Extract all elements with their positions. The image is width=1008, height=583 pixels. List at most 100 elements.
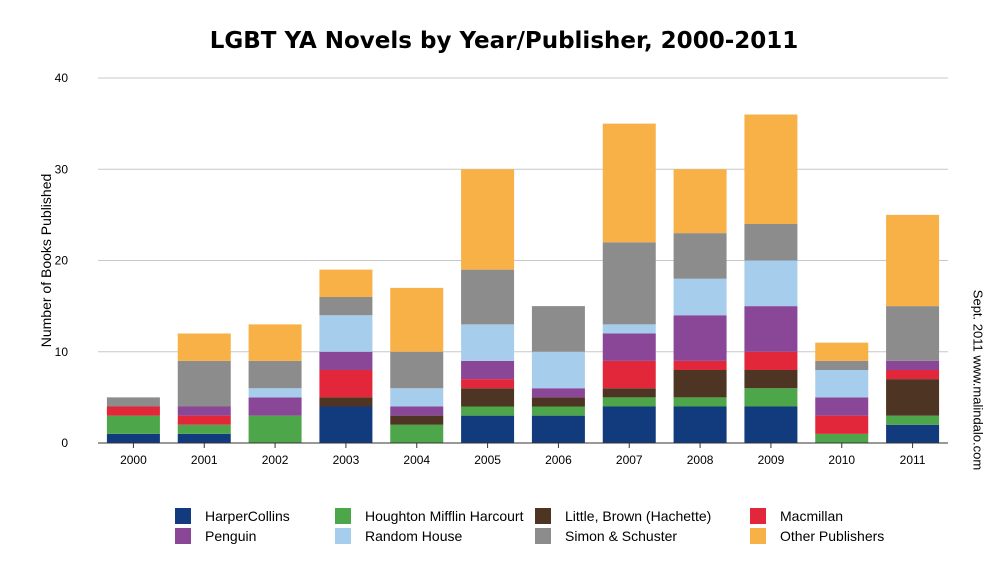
legend-label: Houghton Mifflin Harcourt — [365, 508, 524, 524]
bar-segment — [319, 406, 373, 443]
bar-segment — [319, 351, 373, 370]
x-tick-label: 2008 — [687, 453, 714, 467]
bar-segment — [461, 415, 515, 443]
bar-segment — [177, 415, 231, 425]
bar-segment — [886, 379, 940, 416]
bar-segment — [602, 406, 656, 443]
legend-label: Random House — [365, 528, 463, 544]
bar-segment — [744, 370, 798, 389]
legend-item: Simon & Schuster — [535, 526, 677, 546]
bar-segment — [461, 360, 515, 380]
bar-segment — [815, 342, 869, 361]
y-tick-label: 20 — [55, 254, 69, 268]
legend-item: Other Publishers — [750, 526, 884, 546]
bar-segment — [319, 397, 373, 407]
legend-item: HarperCollins — [175, 506, 290, 526]
legend-swatch — [750, 528, 766, 544]
bar-segment — [248, 360, 302, 389]
bar-segment — [744, 351, 798, 370]
bar-segment — [673, 233, 727, 279]
legend-swatch — [335, 508, 351, 524]
bar-segment — [461, 379, 515, 389]
bar-segment — [461, 169, 515, 270]
y-tick-label: 0 — [61, 436, 68, 450]
bar-segment — [602, 397, 656, 407]
bar-segment — [673, 370, 727, 398]
x-tick-label: 2010 — [828, 453, 855, 467]
legend-label: Macmillan — [780, 508, 844, 524]
bar-segment — [177, 433, 231, 443]
bar-segment — [319, 370, 373, 398]
legend-swatch — [750, 508, 766, 524]
bar-segment — [673, 406, 727, 443]
bar-segment — [106, 397, 160, 407]
bar-segment — [390, 424, 444, 443]
bar-segment — [673, 315, 727, 361]
bar-segment — [815, 397, 869, 416]
bar-segment — [744, 406, 798, 443]
bar-segment — [815, 433, 869, 443]
bar-segment — [248, 388, 302, 398]
x-tick-label: 2001 — [191, 453, 218, 467]
bar-segment — [177, 424, 231, 434]
x-tick-label: 2011 — [900, 453, 926, 467]
bar-segment — [602, 324, 656, 334]
legend-swatch — [175, 528, 191, 544]
legend-swatch — [535, 528, 551, 544]
bar-segment — [673, 169, 727, 234]
x-tick-label: 2007 — [616, 453, 643, 467]
bar-segment — [177, 360, 231, 407]
bar-segment — [177, 333, 231, 361]
legend-item: Random House — [335, 526, 462, 546]
y-tick-label: 10 — [55, 345, 69, 359]
x-tick-label: 2006 — [545, 453, 572, 467]
bar-segment — [319, 315, 373, 352]
x-tick-label: 2004 — [403, 453, 430, 467]
legend-label: Little, Brown (Hachette) — [565, 508, 712, 524]
legend-label: HarperCollins — [205, 508, 290, 524]
x-tick-label: 2002 — [262, 453, 289, 467]
bar-segment — [886, 370, 940, 380]
bar-segment — [531, 388, 585, 398]
bar-segment — [602, 360, 656, 389]
bar-segment — [886, 424, 940, 443]
bar-segment — [531, 415, 585, 443]
bar-segment — [106, 433, 160, 443]
bar-segment — [815, 360, 869, 370]
bar-segment — [744, 388, 798, 407]
chart-title: LGBT YA Novels by Year/Publisher, 2000-2… — [209, 28, 799, 54]
legend-label: Other Publishers — [780, 528, 885, 544]
bar-segment — [886, 360, 940, 370]
bar-segment — [531, 406, 585, 416]
bar-segment — [319, 297, 373, 316]
bar-segment — [390, 287, 444, 352]
bar-segment — [248, 324, 302, 361]
bar-segment — [744, 260, 798, 307]
bar-segment — [886, 306, 940, 361]
bar-segment — [673, 360, 727, 370]
bar-segment — [106, 415, 160, 434]
bar-segment — [390, 388, 444, 407]
bar-segment — [248, 415, 302, 443]
bar-segment — [744, 114, 798, 224]
x-tick-label: 2009 — [758, 453, 785, 467]
x-tick-label: 2003 — [333, 453, 360, 467]
y-axis-label: Number of Books Published — [38, 174, 54, 348]
bar-segment — [461, 406, 515, 416]
bar-segment — [531, 351, 585, 389]
bar-segment — [390, 415, 444, 425]
x-tick-label: 2005 — [474, 453, 501, 467]
bar-segment — [673, 278, 727, 316]
credit-text: Sept. 2011 www.malindalo.com — [970, 289, 986, 471]
bar-segment — [461, 388, 515, 407]
bar-segment — [744, 306, 798, 352]
bar-segment — [390, 351, 444, 389]
y-tick-label: 30 — [55, 162, 69, 176]
bar-segment — [390, 406, 444, 416]
bar-segment — [602, 388, 656, 398]
bar-segment — [461, 324, 515, 361]
bar-segment — [815, 415, 869, 434]
legend-label: Simon & Schuster — [565, 528, 678, 544]
legend-item: Little, Brown (Hachette) — [535, 506, 711, 526]
